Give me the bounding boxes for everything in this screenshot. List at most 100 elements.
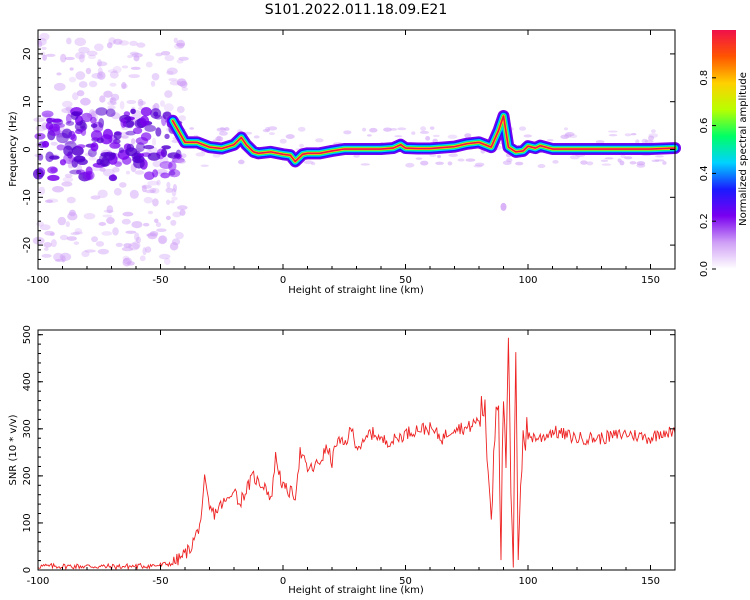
heatmap-blob [154,218,159,224]
heatmap-blob [170,219,177,226]
heatmap-blob [136,42,146,48]
heatmap-blob [303,160,314,165]
heatmap-blob [145,61,153,68]
heatmap-blob [366,134,372,137]
heatmap-blob [420,126,426,132]
heatmap-blob [64,56,75,61]
heatmap-blob [265,126,270,132]
y-tick-label: -10 [22,189,33,205]
heatmap-blob [135,236,142,244]
heatmap-blob [145,246,152,253]
heatmap-blob [99,167,106,172]
colorbar-ticks: 0.0 0.2 0.4 0.6 0.8 [699,70,716,277]
heatmap-blob [604,157,614,160]
heatmap-blob [70,133,77,142]
heatmap-blob [121,83,128,89]
heatmap-blob [66,196,76,204]
x-tick-label: 50 [399,576,412,587]
heatmap-blob [586,161,594,166]
heatmap-blob [50,239,57,248]
heatmap-blob [122,211,134,217]
heatmap-blob [500,202,507,211]
heatmap-blob [128,74,140,79]
heatmap-blob [397,127,407,131]
x-tick-label: 0 [280,275,286,286]
heatmap-blob [546,138,554,142]
heatmap-blob [74,37,87,47]
heatmap-blob [39,32,50,41]
heatmap-blob [90,123,98,128]
heatmap-blob [97,59,102,67]
heatmap-blob [146,233,156,237]
x-tick-label: 50 [399,275,412,286]
y-tick-label: 0 [22,567,33,573]
heatmap-blob [109,70,119,79]
heatmap-blob [165,199,171,205]
heatmap-blob [165,187,174,193]
heatmap-blob [624,156,633,160]
heatmap-blob [125,147,138,157]
heatmap-blob [419,130,430,134]
heatmap-blob [383,127,392,132]
colorbar-tick-label: 0.0 [699,261,710,277]
heatmap-blob [90,130,103,141]
heatmap-blob [141,185,147,193]
heatmap-blob [142,247,147,256]
heatmap-blob [506,158,513,163]
heatmap-blob [164,54,175,62]
heatmap-blob [171,196,178,201]
heatmap-blob [90,195,101,200]
x-tick-label: -100 [27,576,50,587]
heatmap-blob [78,46,90,54]
heatmap-blob [137,98,144,107]
heatmap-blob [601,163,612,166]
heatmap-blob [160,172,170,179]
heatmap-blob [74,228,83,234]
y-tick-label: 500 [22,325,33,344]
heatmap-blob [103,90,113,98]
y-tick-label: 400 [22,372,33,391]
x-tick-label: 150 [641,275,660,286]
heatmap-blob [102,168,115,177]
heatmap-blob [176,205,188,211]
heatmap-blob [107,69,118,74]
heatmap-blob [155,127,162,137]
heatmap-blob [70,232,80,236]
heatmap-blob [110,173,117,181]
heatmap-blob [181,87,188,92]
heatmap-blob [600,159,609,162]
heatmap-blob [152,160,162,168]
snr-series-layer [37,337,676,571]
heatmap-blob [56,144,66,151]
heatmap-blob [502,160,512,166]
heatmap-blob [158,253,171,260]
colorbar-tick-label: 0.8 [699,70,710,86]
heatmap-ridge [171,115,676,163]
heatmap-blob [122,156,132,165]
heatmap-blob [647,135,655,141]
heatmap-blob [635,139,640,144]
heatmap-blob [163,257,171,265]
heatmap-blob [45,151,54,163]
heatmap-blob [109,142,121,149]
heatmap-blob [105,108,116,117]
heatmap-blob [156,228,167,232]
heatmap-blob [34,132,46,140]
heatmap-blob [474,162,485,167]
heatmap-blob [580,160,588,165]
heatmap-blob [68,76,77,83]
heatmap-blob [125,230,137,234]
heatmap-blob [178,115,187,122]
colorbar-tick-label: 0.2 [699,213,710,229]
heatmap-blob [268,126,278,131]
heatmap-blob [37,153,44,161]
heatmap-blob [65,113,72,124]
heatmap-blob [121,65,129,69]
heatmap-blob [569,155,580,160]
heatmap-blob [66,37,72,45]
heatmap-blob [130,108,136,115]
heatmap-blob [81,112,93,123]
heatmap-blob [169,242,179,251]
heatmap-blob [88,80,98,88]
heatmap-blob [151,187,160,194]
